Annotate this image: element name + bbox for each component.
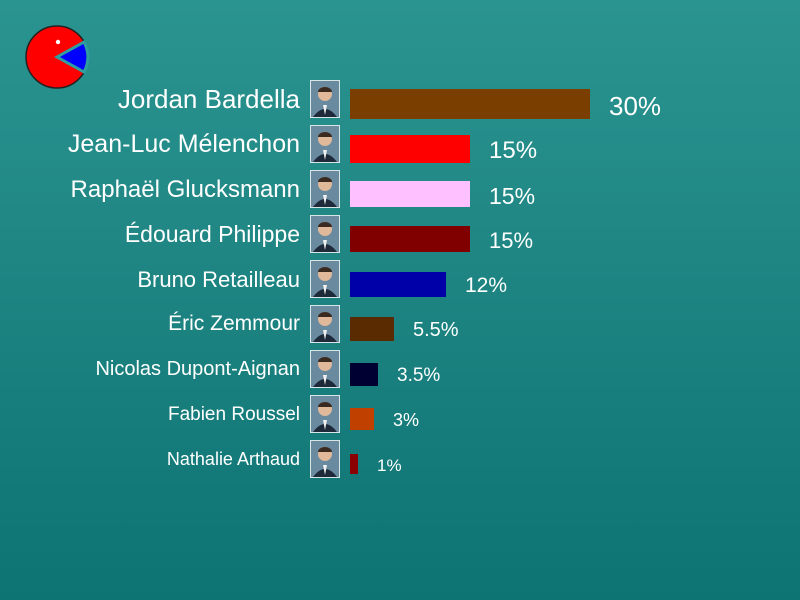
- portrait-icon: [310, 170, 340, 208]
- portrait-icon: [310, 440, 340, 478]
- portrait-icon: [310, 260, 340, 298]
- bar: [350, 271, 446, 297]
- value-label: 1%: [377, 455, 402, 475]
- category-label: Éric Zemmour: [168, 312, 300, 336]
- portrait-icon: [310, 215, 340, 253]
- category-label: Nathalie Arthaud: [166, 449, 300, 470]
- bar: [350, 89, 590, 119]
- category-label: Nicolas Dupont-Aignan: [95, 358, 300, 380]
- value-label: 15%: [489, 228, 534, 253]
- category-label: Bruno Retailleau: [137, 266, 300, 292]
- bar: [350, 135, 470, 163]
- portrait-icon: [310, 305, 340, 343]
- bar: [350, 226, 470, 252]
- bar: [350, 454, 358, 474]
- value-label: 3%: [393, 410, 420, 430]
- bar: [350, 181, 470, 207]
- bar: [350, 317, 394, 341]
- category-label: Fabien Roussel: [167, 403, 300, 425]
- portrait-icon: [310, 395, 340, 433]
- portrait-icon: [310, 80, 340, 118]
- value-label: 15%: [489, 182, 536, 209]
- bar: [350, 408, 374, 430]
- value-label: 5.5%: [413, 319, 459, 341]
- category-label: Jean-Luc Mélenchon: [67, 130, 300, 158]
- category-label: Jordan Bardella: [117, 84, 300, 115]
- pie-logo-icon: [25, 25, 90, 89]
- value-label: 30%: [609, 91, 662, 121]
- portrait-icon: [310, 125, 340, 163]
- value-label: 15%: [489, 137, 538, 164]
- value-label: 3.5%: [397, 364, 441, 386]
- value-label: 12%: [465, 273, 508, 297]
- category-label: Édouard Philippe: [124, 221, 300, 248]
- category-label: Raphaël Glucksmann: [70, 175, 300, 203]
- bar: [350, 362, 378, 386]
- portrait-icon: [310, 350, 340, 388]
